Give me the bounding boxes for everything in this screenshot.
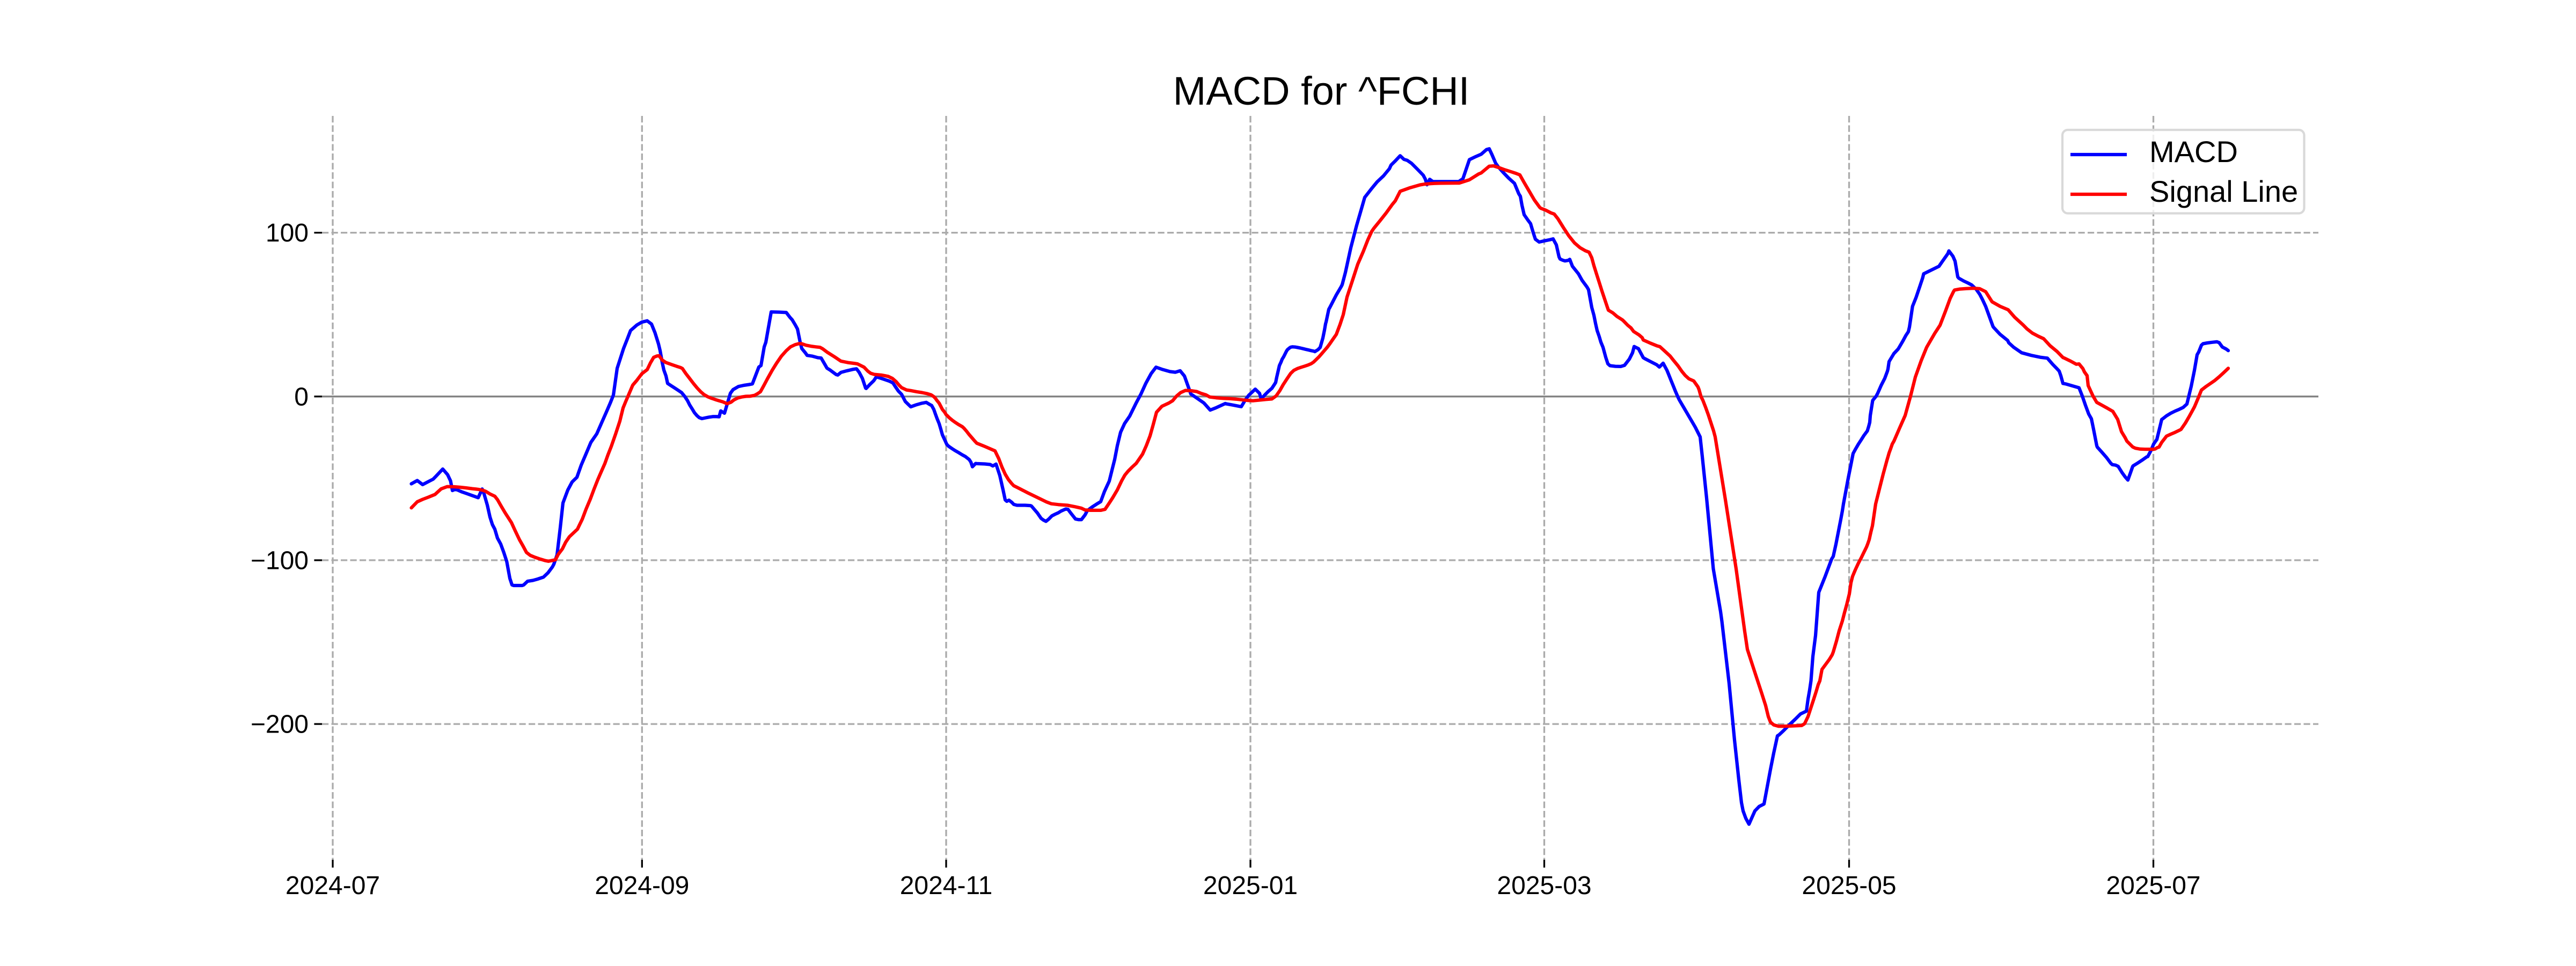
svg-text:100: 100 xyxy=(266,219,309,247)
svg-text:Signal Line: Signal Line xyxy=(2149,174,2298,208)
svg-text:−100: −100 xyxy=(251,546,309,575)
svg-text:2025-01: 2025-01 xyxy=(1203,872,1298,900)
svg-text:2024-07: 2024-07 xyxy=(286,872,380,900)
svg-text:2024-09: 2024-09 xyxy=(595,872,689,900)
svg-text:MACD: MACD xyxy=(2149,135,2238,169)
svg-text:2025-05: 2025-05 xyxy=(1802,872,1896,900)
svg-text:2025-07: 2025-07 xyxy=(2106,872,2200,900)
svg-text:MACD for ^FCHI: MACD for ^FCHI xyxy=(1173,69,1470,113)
svg-text:2024-11: 2024-11 xyxy=(900,872,993,900)
svg-text:2025-03: 2025-03 xyxy=(1497,872,1591,900)
svg-text:0: 0 xyxy=(294,383,309,411)
svg-text:−200: −200 xyxy=(251,711,309,739)
